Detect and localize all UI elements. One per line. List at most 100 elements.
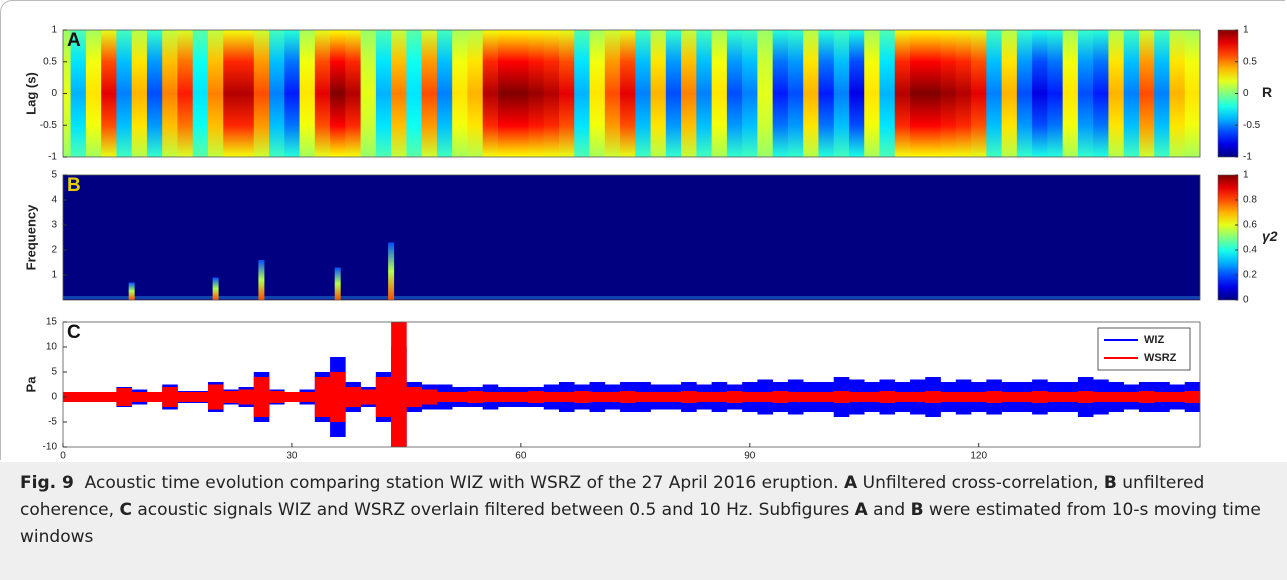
correlation-stripe	[192, 30, 209, 157]
colorbar-tick-label: 0.5	[1243, 56, 1257, 67]
panel-label: B	[67, 175, 81, 196]
y-tick-label: -0.5	[40, 120, 58, 131]
correlation-stripe	[482, 30, 499, 157]
correlation-stripe	[910, 30, 926, 157]
y-tick-label: 5	[51, 170, 57, 181]
correlation-stripe	[131, 30, 148, 157]
correlation-stripe	[1108, 30, 1125, 157]
caption-text: and	[867, 500, 911, 520]
signal-envelope	[665, 392, 682, 402]
signal-envelope	[635, 392, 651, 402]
correlation-stripe	[848, 30, 865, 157]
correlation-stripe	[269, 30, 285, 157]
signal-envelope	[482, 392, 499, 402]
signal-envelope	[207, 384, 224, 410]
signal-envelope	[589, 392, 606, 402]
signal-envelope	[513, 392, 529, 402]
caption-text: Unfiltered cross-correlation,	[857, 473, 1104, 493]
correlation-stripe	[177, 30, 194, 157]
colorbar-label: γ2	[1262, 228, 1278, 244]
correlation-stripe	[284, 30, 301, 157]
caption-text: unfiltered coherence,	[20, 473, 1210, 520]
coherence-spike	[334, 267, 341, 300]
signal-envelope	[864, 392, 880, 402]
signal-envelope	[1123, 392, 1140, 402]
correlation-stripe	[314, 30, 331, 157]
correlation-stripe	[70, 30, 87, 157]
correlation-stripe	[620, 30, 636, 157]
colorbar-tick-label: 0.6	[1243, 220, 1257, 231]
colorbar-tick-label: 0.4	[1243, 245, 1257, 256]
signal-envelope	[1001, 392, 1018, 402]
signal-envelope	[146, 392, 163, 402]
signal-envelope	[299, 392, 316, 402]
signal-envelope	[192, 392, 209, 402]
signal-envelope	[330, 372, 346, 422]
signal-envelope	[375, 377, 392, 417]
correlation-stripe	[986, 30, 1003, 157]
colorbar	[1217, 174, 1239, 301]
signal-envelope	[177, 392, 194, 402]
colorbar-tick-label: 1	[1243, 170, 1249, 181]
signal-envelope	[1093, 392, 1109, 402]
correlation-stripe	[543, 30, 560, 157]
correlation-stripe	[955, 30, 972, 157]
correlation-stripe	[604, 30, 621, 157]
correlation-stripe	[101, 30, 117, 157]
colorbar-tick-label: 0	[1243, 88, 1249, 99]
signal-envelope	[574, 391, 590, 403]
signal-envelope	[421, 389, 438, 405]
signal-envelope	[742, 392, 758, 402]
colorbar-tick-label: 0	[1243, 295, 1249, 306]
signal-envelope	[833, 391, 850, 403]
correlation-stripe	[1169, 30, 1186, 157]
colorbar-tick-label: 0.8	[1243, 195, 1257, 206]
signal-envelope	[406, 387, 422, 407]
correlation-stripe	[940, 30, 957, 157]
signal-envelope	[681, 391, 697, 403]
x-tick-label: 120	[970, 451, 987, 462]
signal-envelope	[559, 392, 575, 402]
x-tick-label: 0	[60, 451, 66, 462]
legend-label: WSRZ	[1144, 352, 1177, 364]
signal-envelope	[711, 392, 728, 402]
correlation-stripe	[1062, 30, 1079, 157]
correlation-stripe	[345, 30, 362, 157]
signal-envelope	[223, 391, 239, 403]
signal-envelope	[253, 377, 270, 417]
correlation-stripe	[85, 30, 102, 157]
correlation-stripe	[1184, 30, 1200, 157]
caption: Fig. 9 Acoustic time evolution comparing…	[0, 462, 1287, 580]
coherence-spike	[212, 277, 219, 300]
correlation-stripe	[1154, 30, 1170, 157]
correlation-stripe	[253, 30, 270, 157]
signal-envelope	[1062, 392, 1079, 402]
correlation-stripe	[1138, 30, 1155, 157]
correlation-stripe	[330, 30, 346, 157]
signal-envelope	[650, 392, 667, 402]
caption-text: C	[119, 500, 132, 520]
y-tick-label: 5	[51, 367, 57, 378]
signal-envelope	[101, 392, 117, 402]
y-tick-label: 3	[51, 220, 57, 231]
correlation-stripe	[650, 30, 667, 157]
signal-envelope	[528, 391, 545, 403]
x-tick-label: 30	[286, 451, 298, 462]
signal-envelope	[1077, 391, 1094, 403]
correlation-stripe	[971, 30, 987, 157]
signal-envelope	[757, 392, 773, 402]
plot-area	[63, 30, 1200, 157]
correlation-stripe	[513, 30, 529, 157]
signal-envelope	[772, 391, 789, 403]
correlation-stripe	[1077, 30, 1094, 157]
x-tick-label: 90	[744, 451, 756, 462]
correlation-stripe	[375, 30, 392, 157]
signal-envelope	[1169, 392, 1186, 402]
correlation-stripe	[696, 30, 713, 157]
signal-envelope	[971, 392, 987, 402]
correlation-stripe	[207, 30, 224, 157]
signal-envelope	[391, 322, 407, 447]
correlation-stripe	[360, 30, 377, 157]
correlation-stripe	[421, 30, 438, 157]
